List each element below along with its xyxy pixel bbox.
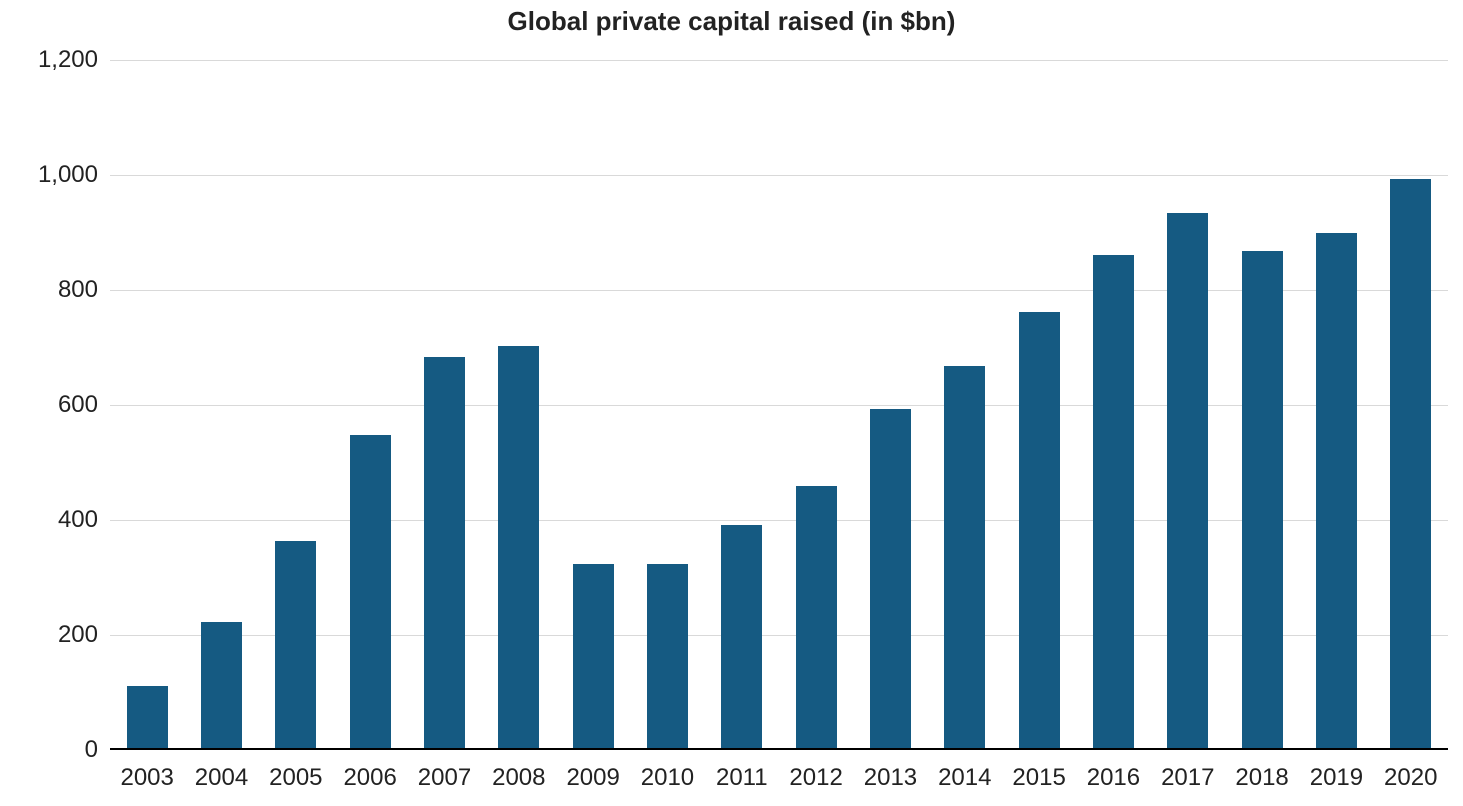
chart-title: Global private capital raised (in $bn) [0, 6, 1463, 37]
bar-slot [928, 60, 1002, 748]
y-tick-label: 200 [0, 621, 98, 649]
x-tick-label: 2016 [1076, 764, 1150, 792]
bar-slot [1299, 60, 1373, 748]
bar-chart: Global private capital raised (in $bn) 0… [0, 0, 1463, 806]
bar [796, 486, 837, 748]
plot-area [110, 60, 1448, 750]
y-tick-label: 1,000 [0, 161, 98, 189]
x-tick-label: 2010 [630, 764, 704, 792]
x-tick-label: 2017 [1151, 764, 1225, 792]
bar-slot [1374, 60, 1448, 748]
x-tick-label: 2005 [259, 764, 333, 792]
bar-slot [1151, 60, 1225, 748]
bar [1093, 255, 1134, 748]
bar [647, 564, 688, 748]
x-tick-label: 2004 [184, 764, 258, 792]
y-tick-label: 800 [0, 276, 98, 304]
bar [275, 541, 316, 748]
y-tick-label: 600 [0, 391, 98, 419]
x-tick-label: 2006 [333, 764, 407, 792]
bar [944, 366, 985, 748]
x-tick-label: 2009 [556, 764, 630, 792]
x-tick-label: 2008 [482, 764, 556, 792]
x-tick-label: 2014 [928, 764, 1002, 792]
bar [424, 357, 465, 748]
bar [1167, 213, 1208, 748]
bar [350, 435, 391, 748]
y-tick-label: 400 [0, 506, 98, 534]
bar-slot [1076, 60, 1150, 748]
x-tick-label: 2007 [407, 764, 481, 792]
x-tick-label: 2012 [779, 764, 853, 792]
x-tick-label: 2003 [110, 764, 184, 792]
bar-slot [556, 60, 630, 748]
bar [870, 409, 911, 748]
bar-slot [333, 60, 407, 748]
bar-slot [184, 60, 258, 748]
x-tick-label: 2018 [1225, 764, 1299, 792]
x-tick-label: 2020 [1374, 764, 1448, 792]
bar-slot [630, 60, 704, 748]
bar [1390, 179, 1431, 748]
bar [721, 525, 762, 748]
y-axis: 02004006008001,0001,200 [0, 60, 98, 750]
bar-slot [779, 60, 853, 748]
bar [127, 686, 168, 748]
x-tick-label: 2019 [1299, 764, 1373, 792]
bar-slot [1002, 60, 1076, 748]
x-tick-label: 2013 [853, 764, 927, 792]
bar-slot [1225, 60, 1299, 748]
bar-slot [407, 60, 481, 748]
bar [1242, 251, 1283, 748]
x-axis: 2003200420052006200720082009201020112012… [110, 764, 1448, 792]
bar-slot [259, 60, 333, 748]
bar [201, 622, 242, 749]
bar-slot [705, 60, 779, 748]
bar-slot [853, 60, 927, 748]
y-tick-label: 1,200 [0, 46, 98, 74]
bar [498, 346, 539, 749]
bar [573, 564, 614, 748]
bar [1019, 312, 1060, 748]
bar-slot [110, 60, 184, 748]
y-tick-label: 0 [0, 736, 98, 764]
bar [1316, 233, 1357, 748]
bars-container [110, 60, 1448, 748]
x-tick-label: 2015 [1002, 764, 1076, 792]
bar-slot [482, 60, 556, 748]
x-tick-label: 2011 [705, 764, 779, 792]
